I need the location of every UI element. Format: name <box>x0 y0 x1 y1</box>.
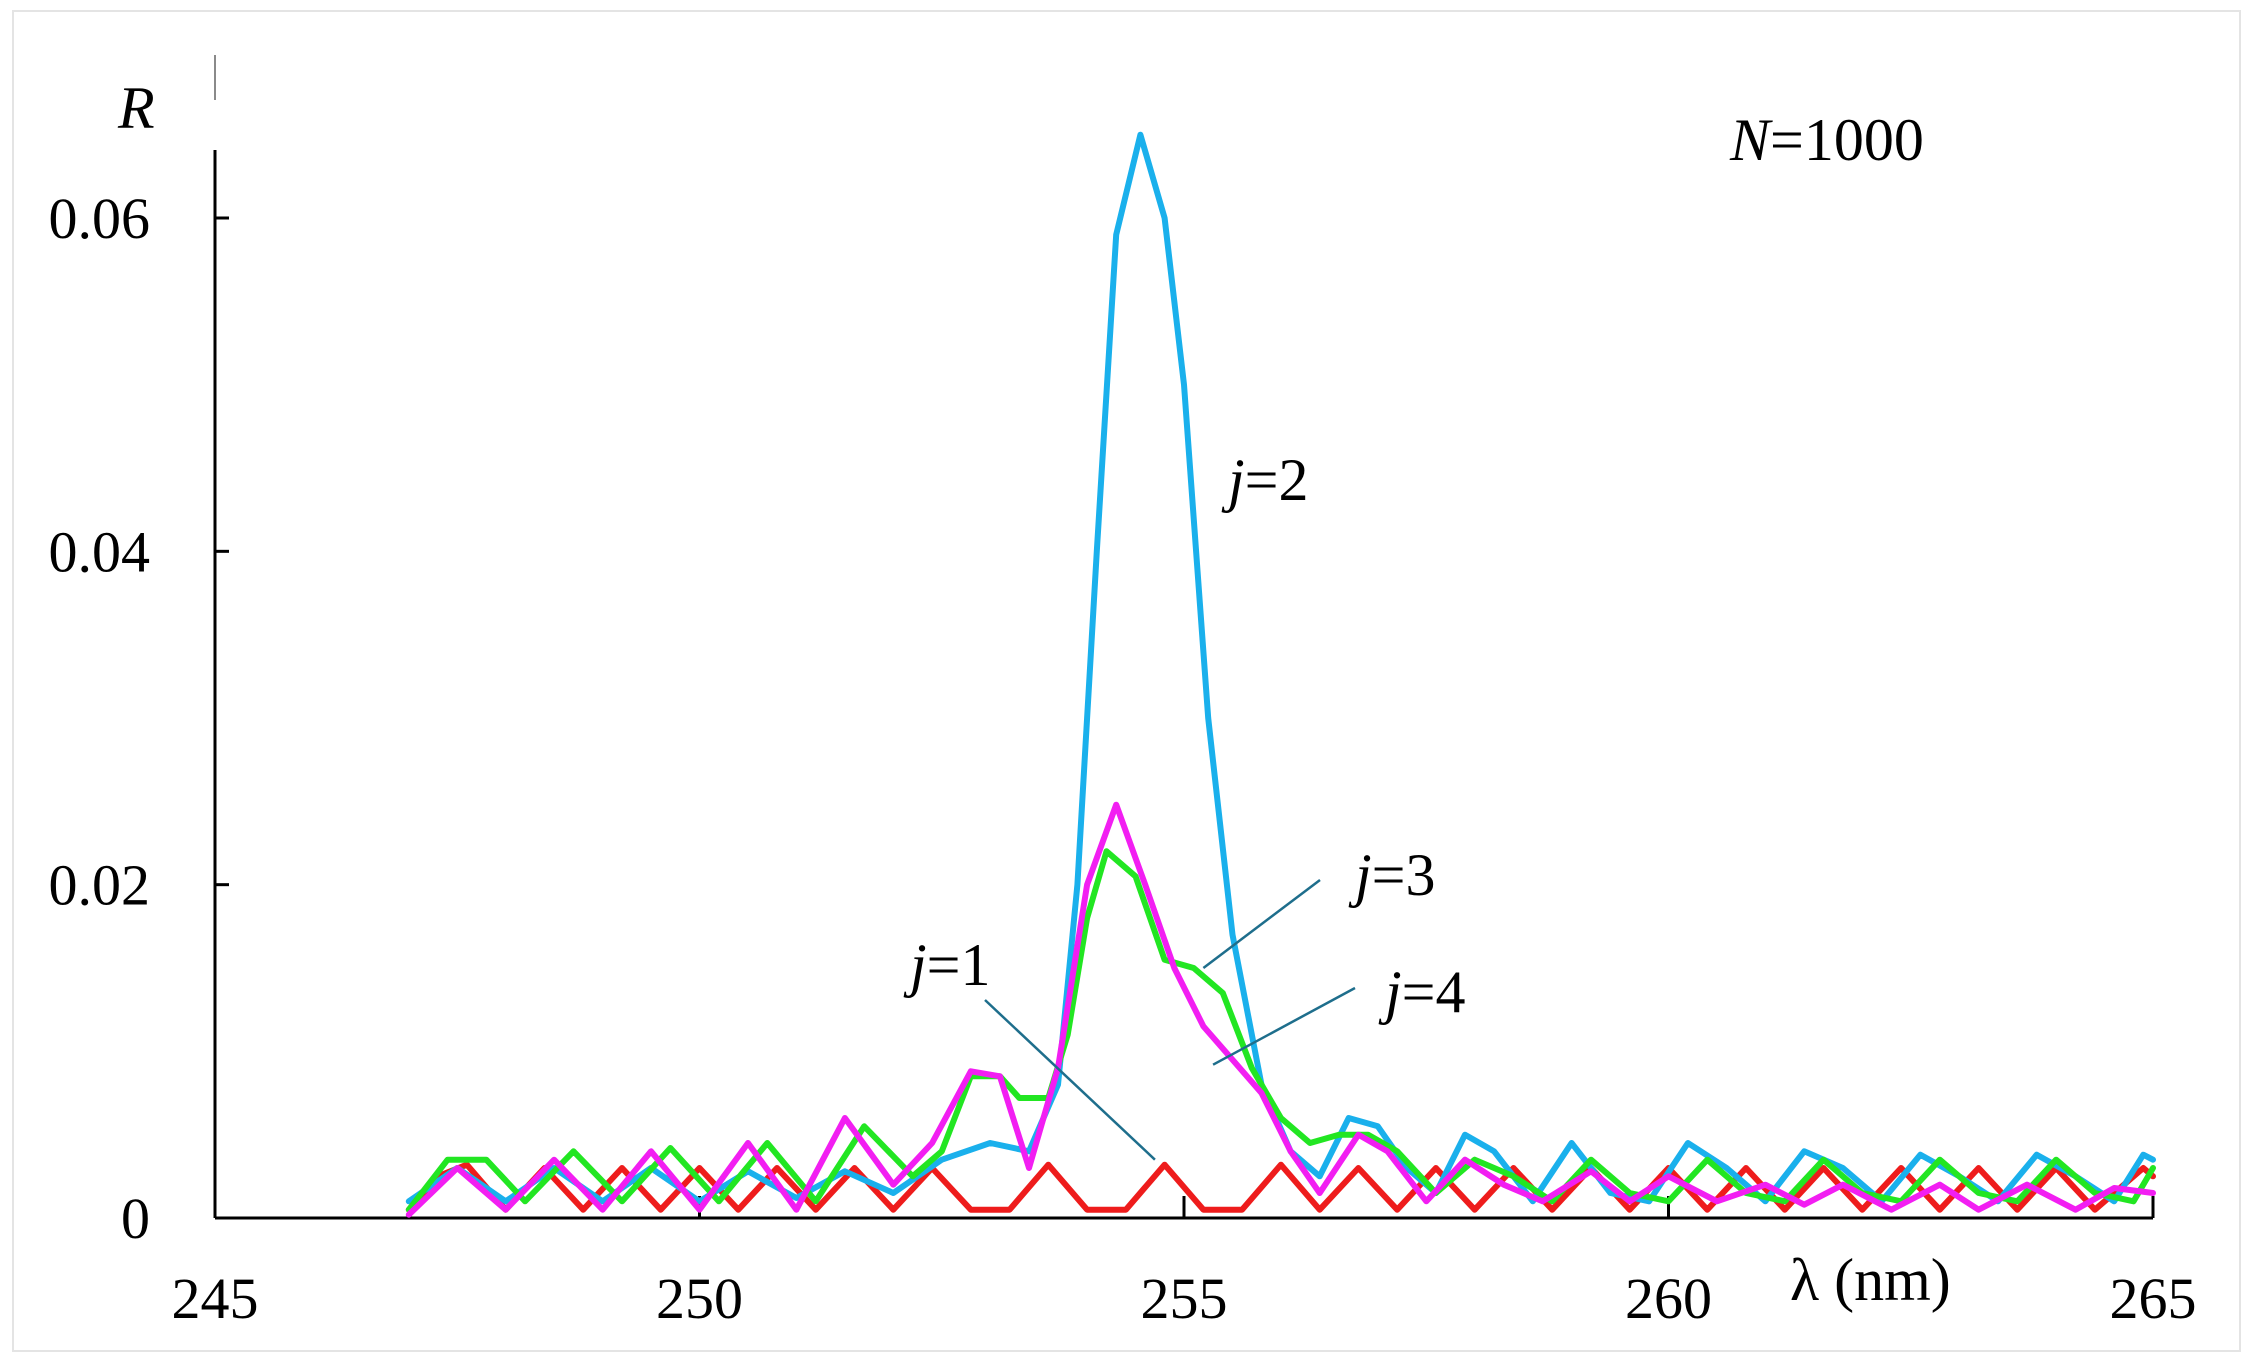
x-ticks: 245 250 255 260 265 <box>172 1196 2197 1331</box>
series-line-j4 <box>405 801 2156 1218</box>
series-label-j3: j=3 <box>1348 842 1436 908</box>
series-label-j1: j=1 <box>903 932 991 998</box>
y-tick-label: 0.02 <box>49 853 151 918</box>
leader-j1 <box>984 999 1156 1161</box>
x-tick-label: 260 <box>1625 1266 1712 1331</box>
y-axis-label: R <box>117 75 155 141</box>
x-tick-label: 265 <box>2110 1266 2197 1331</box>
chart-frame <box>12 10 2241 1352</box>
x-tick-label: 245 <box>172 1266 259 1331</box>
leader-j4 <box>1212 986 1356 1066</box>
x-axis-label: λ (nm) <box>1790 1247 1951 1313</box>
n-annotation: N=1000 <box>1729 107 1924 173</box>
x-tick-label: 255 <box>1141 1266 1228 1331</box>
series-line-j2 <box>405 131 2156 1205</box>
y-ticks: 0 0.02 0.04 0.06 <box>49 186 229 1251</box>
label-leader-lines <box>984 879 1356 1161</box>
y-tick-label: 0 <box>121 1186 150 1251</box>
y-tick-label: 0.06 <box>49 186 151 251</box>
axes <box>213 55 2153 1220</box>
leader-j3 <box>1202 879 1321 969</box>
y-tick-label: 0.04 <box>49 519 151 584</box>
series-line-j3 <box>405 848 2156 1213</box>
x-tick-label: 250 <box>656 1266 743 1331</box>
series-label-j4: j=4 <box>1378 959 1466 1025</box>
series-layer <box>405 131 2156 1218</box>
series-label-j2: j=2 <box>1221 447 1309 513</box>
